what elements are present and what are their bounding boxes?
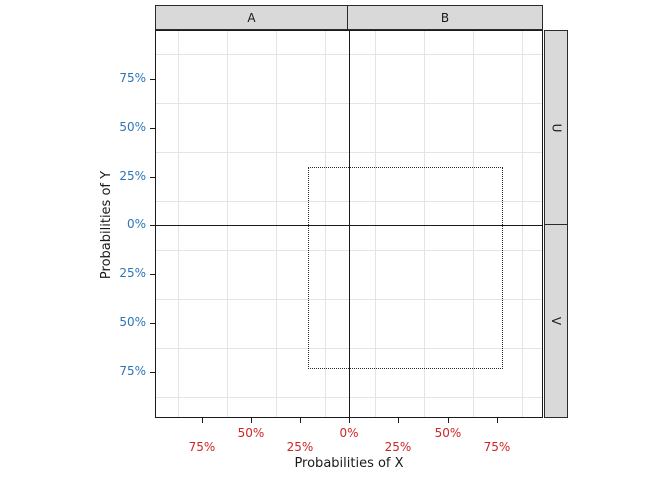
y-axis-tick	[150, 225, 155, 226]
x-axis-tick	[398, 418, 399, 423]
minor-gridline-vertical	[375, 31, 376, 417]
x-axis-label: 25%	[286, 440, 314, 454]
x-axis-label: 50%	[237, 426, 265, 440]
y-axis-tick	[150, 177, 155, 178]
minor-gridline-vertical	[227, 31, 228, 417]
minor-gridline-vertical	[325, 31, 326, 417]
minor-gridline-vertical	[178, 31, 179, 417]
facet-strip-row-v: V	[544, 224, 568, 418]
x-axis-tick	[202, 418, 203, 423]
x-axis-tick	[349, 418, 350, 423]
facet-strip-label-u: U	[548, 123, 563, 132]
y-axis-tick	[150, 323, 155, 324]
y-axis-tick	[150, 274, 155, 275]
y-axis-label: 50%	[119, 315, 146, 329]
y-axis-label: 0%	[126, 217, 146, 231]
minor-gridline-vertical	[473, 31, 474, 417]
y-axis-label: 50%	[119, 120, 146, 134]
y-axis-tick	[150, 372, 155, 373]
y-axis-label: 75%	[119, 364, 146, 378]
zero-line-y	[156, 225, 542, 226]
facet-strip-column-b: B	[347, 5, 543, 30]
facet-strip-label-a: A	[247, 10, 256, 25]
minor-gridline-vertical	[276, 31, 277, 417]
y-axis-label: 75%	[119, 71, 146, 85]
x-axis-tick	[497, 418, 498, 423]
facet-strip-label-b: B	[440, 10, 450, 25]
y-axis-label: 25%	[119, 169, 146, 183]
x-axis-label: 75%	[483, 440, 511, 454]
x-axis-label: 25%	[384, 440, 412, 454]
facet-strip-column-a: A	[155, 5, 348, 30]
y-axis-title: Probabilities of Y	[99, 170, 114, 280]
y-axis-label: 25%	[119, 266, 146, 280]
plot-panel	[155, 30, 543, 418]
x-axis-label: 50%	[434, 426, 462, 440]
facet-strip-label-v: V	[549, 316, 563, 326]
y-axis-tick	[150, 128, 155, 129]
x-axis-label: 0%	[339, 426, 359, 440]
zero-line-x	[349, 31, 350, 417]
x-axis-label: 75%	[188, 440, 216, 454]
x-axis-tick	[448, 418, 449, 423]
x-axis-tick	[251, 418, 252, 423]
minor-gridline-vertical	[522, 31, 523, 417]
x-axis-tick	[300, 418, 301, 423]
facet-strip-row-u: U	[544, 30, 568, 225]
minor-gridline-vertical	[424, 31, 425, 417]
dotted-region	[308, 167, 503, 369]
y-axis-tick	[150, 79, 155, 80]
x-axis-title: Probabilities of X	[294, 456, 404, 471]
